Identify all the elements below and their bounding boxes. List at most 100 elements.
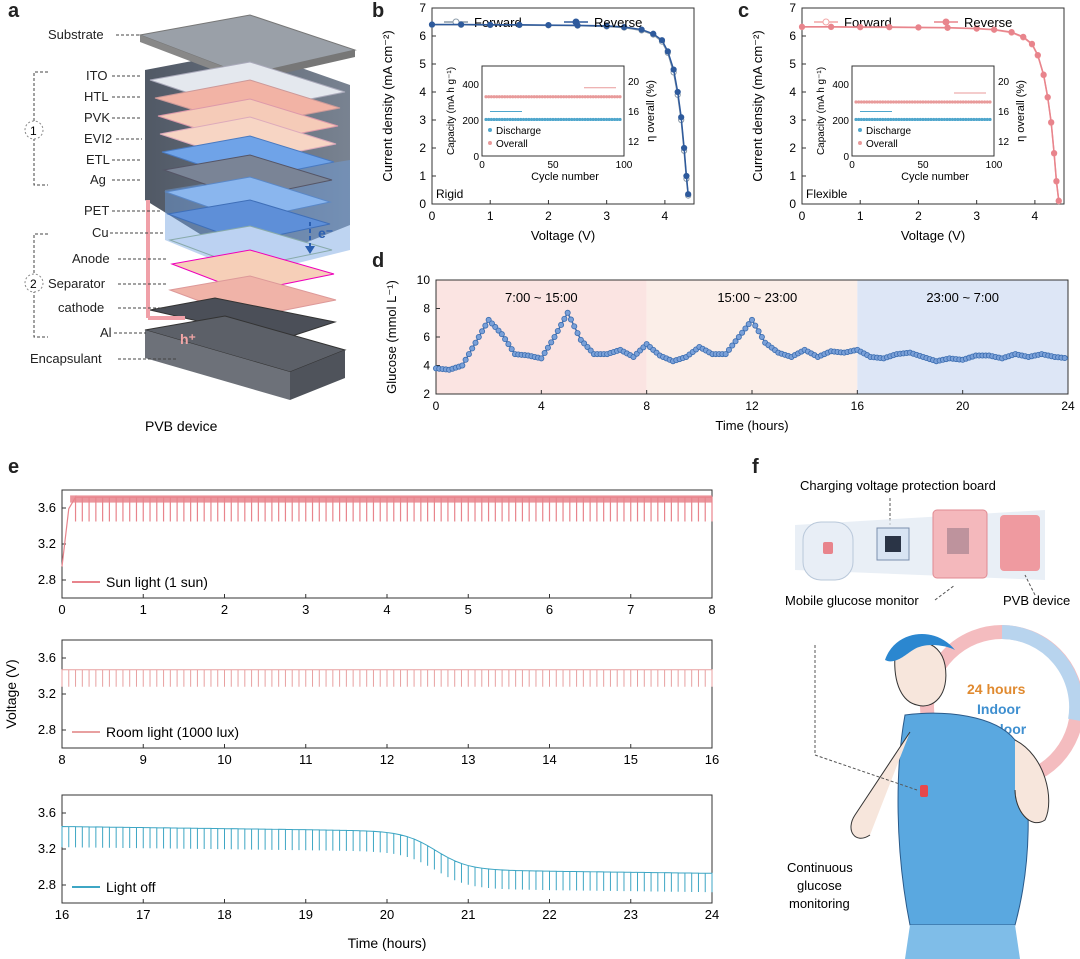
x-tick-label: 16 (851, 399, 865, 413)
discharge-point (975, 117, 979, 122)
y-tick-label: 10 (417, 273, 431, 287)
x-tick-label: 2 (545, 209, 552, 223)
layer-stack (144, 61, 347, 400)
x-tick-label: 24 (1061, 399, 1075, 413)
inset-y-tick: 200 (832, 116, 849, 127)
overall-point (489, 95, 493, 99)
overall-point (562, 95, 566, 99)
overall-point (551, 95, 555, 99)
y-tick-label: 6 (423, 330, 430, 344)
x-tick-label: 10 (217, 752, 231, 767)
overall-point (605, 95, 609, 99)
pvb-device-icon (1000, 515, 1040, 571)
inset-y2-tick: 20 (628, 77, 640, 88)
y-axis-label: Glucose (mmol L⁻¹) (384, 280, 399, 394)
overall-point (497, 95, 501, 99)
overall-point (583, 95, 587, 99)
overall-point (857, 100, 861, 104)
x-tick-label: 0 (58, 602, 65, 617)
y-tick-label: 3.6 (38, 805, 56, 820)
x-tick-label: 3 (973, 209, 980, 223)
data-point (683, 172, 690, 180)
overall-point (570, 95, 574, 99)
bg-evening (646, 280, 858, 394)
overall-point (602, 95, 606, 99)
x-tick-label: 16 (55, 907, 69, 922)
discharge-point (610, 117, 614, 122)
overall-point (953, 100, 957, 104)
data-point (828, 23, 835, 30)
inset-x-tick: 0 (849, 160, 855, 171)
overall-point (937, 100, 941, 104)
glucose-point (745, 321, 752, 328)
glucose-point (735, 334, 742, 341)
inset-x-tick: 100 (616, 160, 633, 171)
inset-x-tick: 100 (986, 160, 1003, 171)
overall-point (615, 95, 619, 99)
x-tick-label: 20 (380, 907, 394, 922)
inset-y-tick: 0 (473, 152, 479, 163)
period-annotation: 15:00 ~ 23:00 (717, 290, 797, 305)
ring-indoor: Indoor (977, 701, 1021, 717)
glucose-point (571, 323, 578, 330)
legend-label: Reverse (964, 15, 1012, 30)
glucose-point (469, 345, 476, 352)
overall-point (575, 95, 579, 99)
data-point (685, 191, 692, 198)
discharge-point (958, 117, 963, 122)
label-etl: ETL (86, 152, 110, 167)
overall-point (564, 95, 568, 99)
discharge-point (492, 117, 496, 122)
overall-point (894, 100, 898, 104)
glucose-point (472, 339, 479, 346)
discharge-point (902, 117, 906, 122)
y-tick-label: 4 (789, 85, 796, 99)
discharge-point (966, 117, 971, 122)
glucose-point (492, 324, 499, 331)
discharge-point (599, 117, 603, 122)
overall-point (956, 100, 960, 104)
panel-label-d: d (372, 250, 385, 272)
overall-point (484, 95, 488, 99)
overall-point (875, 100, 880, 104)
discharge-point (580, 117, 585, 122)
discharge-point (615, 117, 619, 122)
data-point (1040, 71, 1047, 78)
label-encapsulant: Encapsulant (30, 351, 102, 366)
x-tick-label: 21 (461, 907, 475, 922)
legend-marker (942, 18, 950, 26)
glucose-point (725, 346, 732, 353)
x-axis-label: Time (hours) (348, 935, 427, 951)
discharge-point (916, 117, 920, 122)
data-point (670, 66, 677, 73)
overall-point (891, 100, 896, 104)
x-tick-label: 4 (383, 602, 390, 617)
overall-point (618, 95, 622, 99)
inset-y2-tick: 20 (998, 77, 1010, 88)
discharge-point (607, 117, 611, 122)
inset-y-tick: 400 (462, 80, 479, 91)
overall-point (889, 100, 893, 104)
discharge-point (988, 117, 992, 122)
data-point (650, 30, 657, 37)
data-point (1028, 40, 1036, 47)
glucose-point (581, 340, 588, 347)
overall-point (548, 95, 552, 99)
y-tick-label: 3.2 (38, 686, 56, 701)
overall-point (961, 100, 965, 104)
discharge-point (618, 117, 622, 122)
discharge-point (878, 117, 882, 122)
overall-point (942, 100, 947, 104)
legend-marker (572, 18, 580, 26)
discharge-point (588, 117, 593, 122)
discharge-point (956, 117, 960, 122)
overall-point (519, 95, 523, 99)
data-point (991, 26, 998, 33)
inset-y-tick: 400 (832, 80, 849, 91)
data-point (798, 23, 806, 30)
glucose-point (498, 331, 505, 338)
overall-point (508, 95, 512, 99)
label-cu: Cu (92, 225, 109, 240)
glucose-point (541, 350, 548, 357)
